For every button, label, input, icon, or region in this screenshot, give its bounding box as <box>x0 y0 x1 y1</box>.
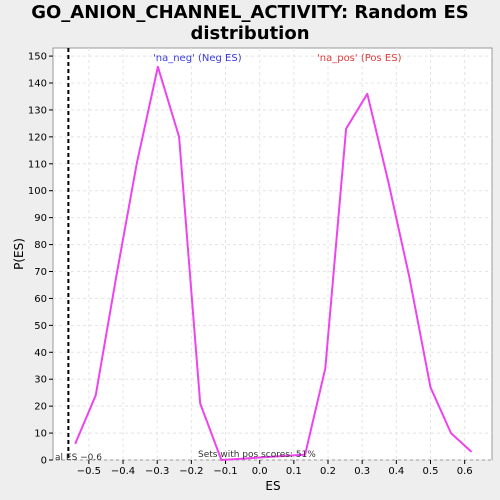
x-tick-label: 0.5 <box>423 466 439 477</box>
x-tick-label: −0.3 <box>145 466 169 477</box>
y-tick-label: 0 <box>41 456 47 467</box>
legend-neg-label: 'na_neg' (Neg ES) <box>153 53 242 64</box>
x-tick-label: 0.2 <box>320 466 336 477</box>
y-axis-label: P(ES) <box>12 238 26 270</box>
x-ticks: −0.5 −0.4 −0.3 −0.2 −0.1 0.0 0.1 0.2 0.3 0.4 0.5 0.… <box>77 460 473 477</box>
x-tick-label: −0.1 <box>213 466 237 477</box>
x-tick-label: −0.2 <box>179 466 203 477</box>
x-tick-label: 0.3 <box>354 466 370 477</box>
y-tick-label: 140 <box>28 79 47 90</box>
y-tick-label: 100 <box>28 186 47 197</box>
plot-area <box>52 47 493 461</box>
y-tick-label: 120 <box>28 132 47 143</box>
y-tick-label: 60 <box>34 294 47 305</box>
y-tick-label: 10 <box>34 429 47 440</box>
y-tick-label: 90 <box>34 213 47 224</box>
x-axis-label: ES <box>265 479 280 493</box>
x-tick-label: −0.4 <box>111 466 135 477</box>
y-tick-label: 50 <box>34 321 47 332</box>
series-line <box>74 65 473 461</box>
y-ticks: 0 10 20 30 40 50 60 70 80 90 100 110 120 130 140 150 <box>28 52 53 467</box>
chart-title: GO_ANION_CHANNEL_ACTIVITY: Random ES dis… <box>31 2 469 44</box>
x-tick-label: −0.5 <box>77 466 101 477</box>
pos-scores-annotation: Sets with pos scores: 51% <box>198 450 316 460</box>
series-layer <box>74 65 473 461</box>
y-tick-label: 130 <box>28 105 47 116</box>
y-tick-label: 40 <box>34 348 47 359</box>
y-tick-label: 150 <box>28 52 47 63</box>
y-tick-label: 70 <box>34 267 47 278</box>
x-tick-label: 0.1 <box>286 466 302 477</box>
x-tick-label: 0.6 <box>457 466 473 477</box>
y-tick-label: 20 <box>34 402 47 413</box>
y-tick-label: 30 <box>34 375 47 386</box>
actual-es-annotation: al ES −0.6 <box>55 453 102 463</box>
x-tick-label: 0.0 <box>252 466 268 477</box>
y-tick-label: 80 <box>34 240 47 251</box>
x-tick-label: 0.4 <box>388 466 404 477</box>
legend-pos-label: 'na_pos' (Pos ES) <box>317 53 402 64</box>
y-tick-label: 110 <box>28 159 47 170</box>
